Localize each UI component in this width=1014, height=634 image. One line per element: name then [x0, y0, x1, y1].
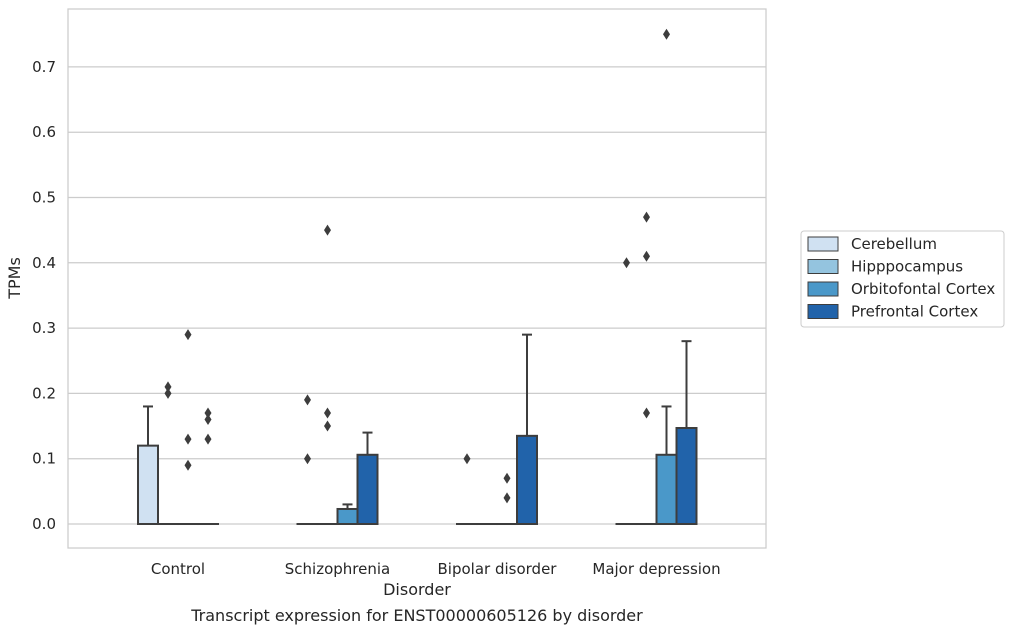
box-body: [675, 427, 698, 525]
outlier-point: [324, 420, 331, 432]
box-body: [655, 453, 678, 526]
box-series: [137, 333, 698, 526]
outlier-point: [204, 407, 212, 419]
legend-frame: [800, 230, 1005, 328]
y-tick-label: 0.0: [32, 515, 56, 533]
plot-frame: [67, 8, 767, 549]
legend-swatch: [807, 304, 839, 319]
outlier-point: [623, 257, 630, 269]
y-tick-label: 0.3: [32, 319, 56, 337]
outlier-point: [304, 394, 311, 406]
box-2-1: [336, 503, 359, 525]
outlier-point: [643, 407, 650, 419]
y-axis-ticks: 0.0 0.1 0.2 0.3 0.4 0.5 0.6 0.7: [32, 58, 56, 533]
legend-label: Prefrontal Cortex: [851, 303, 978, 321]
x-tick-label: Schizophrenia: [285, 560, 390, 578]
x-tick-label: Bipolar disorder: [438, 560, 558, 578]
legend-items: Cerebellum Hipppocampus Orbitofontal Corte…: [807, 235, 995, 321]
legend-label: Hipppocampus: [851, 258, 963, 276]
box-body: [516, 434, 538, 525]
box-3-2: [516, 333, 538, 525]
outlier-point: [643, 211, 650, 223]
y-axis-label: TPMs: [5, 257, 24, 300]
legend-swatch: [807, 236, 839, 252]
legend: Cerebellum Hipppocampus Orbitofontal Corte…: [800, 230, 1005, 328]
outlier-markers: [164, 28, 670, 504]
legend-label: Orbitofontal Cortex: [851, 280, 995, 298]
outlier-point: [503, 472, 511, 484]
outlier-point: [304, 453, 311, 465]
outlier-point: [643, 250, 650, 262]
outlier-point: [204, 414, 212, 426]
y-tick-label: 0.1: [32, 450, 56, 468]
outlier-point: [184, 433, 192, 445]
box-body: [356, 453, 379, 526]
x-axis-ticks: Control Schizophrenia Bipolar disorder Majo…: [151, 560, 721, 578]
grid-lines: [68, 66, 766, 525]
outlier-point: [164, 387, 172, 399]
box-body: [336, 507, 359, 525]
y-tick-label: 0.4: [32, 254, 56, 272]
x-tick-label: Major depression: [592, 560, 720, 578]
y-tick-label: 0.5: [32, 189, 56, 207]
outlier-point: [184, 329, 192, 341]
legend-swatch: [807, 259, 839, 274]
y-tick-label: 0.6: [32, 123, 56, 141]
figure-caption: Transcript expression for ENST0000060512…: [191, 606, 643, 625]
outlier-point: [663, 28, 670, 40]
outlier-point: [463, 453, 471, 465]
x-axis-label: Disorder: [383, 580, 451, 599]
y-tick-label: 0.2: [32, 384, 56, 402]
box-2-3: [655, 405, 678, 526]
outlier-point: [324, 224, 331, 236]
outlier-point: [503, 492, 511, 504]
y-tick-label: 0.7: [32, 58, 56, 76]
legend-label: Cerebellum: [851, 235, 937, 253]
box-0-0: [137, 405, 159, 526]
outlier-point: [164, 381, 172, 393]
outlier-point: [184, 459, 192, 471]
box-3-1: [356, 431, 379, 526]
box-body: [137, 444, 159, 526]
x-tick-label: Control: [151, 560, 205, 578]
outlier-point: [324, 407, 331, 419]
box-3-3: [675, 340, 698, 525]
legend-swatch: [807, 281, 839, 297]
outlier-point: [204, 433, 212, 445]
